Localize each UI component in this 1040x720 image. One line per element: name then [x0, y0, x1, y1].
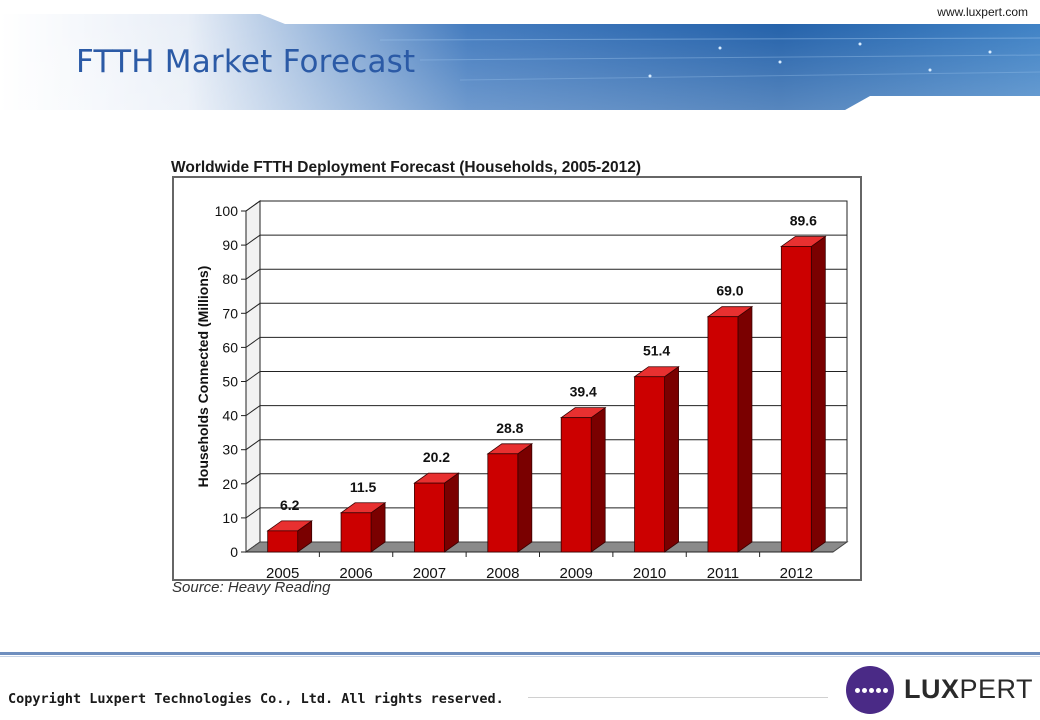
bar — [560, 417, 592, 553]
chart-title: Worldwide FTTH Deployment Forecast (Hous… — [171, 159, 641, 176]
gridline-side — [245, 200, 261, 212]
gridline-side — [245, 473, 261, 485]
bar-value-label: 28.8 — [496, 420, 523, 436]
chart-source: Source: Heavy Reading — [172, 579, 331, 596]
chart-container: Worldwide FTTH Deployment Forecast (Hous… — [165, 150, 870, 610]
gridline-side — [245, 405, 261, 417]
y-tick-label: 70 — [222, 305, 238, 321]
copyright-text: Copyright Luxpert Technologies Co., Ltd.… — [8, 691, 504, 707]
y-tick-label: 0 — [230, 544, 238, 560]
gridline-side — [245, 371, 261, 382]
bar-value-label: 51.4 — [643, 343, 670, 359]
gridline-side — [245, 507, 261, 519]
bar-value-label: 11.5 — [350, 479, 377, 495]
x-tick-label: 2008 — [486, 565, 519, 579]
bar-value-label: 39.4 — [570, 384, 597, 400]
gridline-side — [245, 302, 261, 314]
bar — [780, 246, 812, 553]
footer-rule-thin — [0, 656, 1040, 657]
bar-value-label: 20.2 — [423, 449, 450, 465]
bar — [707, 316, 739, 553]
logo-dot — [855, 688, 860, 693]
gridline-side — [245, 268, 261, 280]
x-tick-label: 2006 — [339, 565, 372, 579]
bar — [487, 453, 519, 553]
y-tick-label: 10 — [222, 510, 238, 526]
logo-dot — [869, 688, 874, 693]
y-tick-label: 50 — [222, 374, 238, 390]
gridline-side — [245, 234, 261, 246]
logo-dot — [883, 688, 888, 693]
bar-side — [664, 365, 679, 553]
bar-value-label: 89.6 — [790, 212, 817, 228]
x-tick-label: 2009 — [560, 565, 593, 579]
slide-header: www.luxpert.com FTTH Market Forecast — [0, 0, 1040, 110]
y-tick-label: 100 — [215, 203, 239, 219]
bar-side — [810, 235, 826, 553]
bar — [340, 512, 372, 553]
x-tick-label: 2007 — [413, 565, 446, 579]
bar — [267, 530, 299, 553]
bar-side — [590, 406, 606, 553]
y-axis-label: Households Connected (Millions) — [195, 266, 211, 488]
footer-divider — [528, 697, 828, 698]
bar — [634, 376, 665, 553]
bar-value-label: 6.2 — [280, 497, 300, 513]
bar — [414, 482, 445, 553]
x-tick-label: 2005 — [266, 565, 299, 579]
y-tick-label: 90 — [222, 237, 238, 253]
gridline-side — [245, 439, 261, 451]
y-tick-label: 60 — [222, 339, 238, 355]
y-tick-label: 40 — [222, 408, 238, 424]
chart-frame: 0 10 20 30 40 50 60 70 80 90 100 Households Connect… — [172, 176, 862, 581]
luxpert-logo: LUXPERT — [846, 664, 1036, 716]
header-banner — [0, 14, 1040, 110]
y-tick-label: 30 — [222, 442, 238, 458]
y-tick-label: 20 — [222, 476, 238, 492]
y-tick-label: 80 — [222, 271, 238, 287]
footer-rule — [0, 652, 1040, 655]
site-url: www.luxpert.com — [937, 5, 1028, 19]
gridline-side — [245, 336, 261, 348]
logo-dot — [862, 688, 867, 693]
logo-circle-icon — [846, 666, 894, 714]
x-tick-label: 2012 — [780, 565, 813, 579]
logo-text: LUXPERT — [904, 674, 1034, 704]
bar-side — [517, 443, 533, 553]
bar-value-label: 69.0 — [716, 283, 743, 299]
bar-chart: 0 10 20 30 40 50 60 70 80 90 100 Households Connect… — [195, 200, 849, 579]
bar-side — [737, 305, 753, 553]
x-tick-label: 2011 — [707, 565, 739, 579]
slide-title: FTTH Market Forecast — [76, 44, 416, 80]
x-tick-label: 2010 — [633, 565, 666, 579]
plot-floor — [244, 541, 849, 553]
bar-side — [444, 472, 459, 553]
logo-dot — [876, 688, 881, 693]
